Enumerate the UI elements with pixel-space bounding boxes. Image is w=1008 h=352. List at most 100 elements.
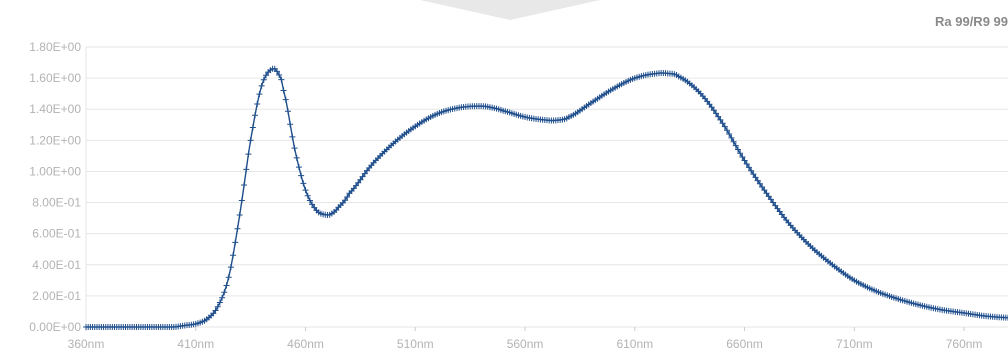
data-point-marker xyxy=(715,113,722,120)
data-point-marker xyxy=(306,197,313,204)
data-point-marker xyxy=(724,127,731,134)
data-point-marker xyxy=(260,76,267,83)
data-point-marker xyxy=(741,157,748,164)
x-tick-label: 410nm xyxy=(177,337,214,351)
data-point-marker xyxy=(743,161,750,168)
x-tick-label: 560nm xyxy=(507,337,544,351)
data-point-marker xyxy=(710,107,717,114)
data-point-marker xyxy=(212,307,219,314)
data-point-marker xyxy=(761,187,768,194)
data-point-marker xyxy=(721,123,728,130)
y-tick-label: 1.60E+00 xyxy=(29,71,81,85)
plot-area xyxy=(83,65,1008,330)
data-point-marker xyxy=(750,171,757,178)
data-point-marker xyxy=(767,196,774,203)
data-point-marker xyxy=(737,150,744,157)
data-point-marker xyxy=(234,225,241,232)
data-point-marker xyxy=(216,299,223,306)
data-point-marker xyxy=(359,173,366,180)
y-tick-label: 0.00E+00 xyxy=(29,320,81,334)
data-point-marker xyxy=(357,176,364,183)
data-point-marker xyxy=(734,146,741,153)
data-point-marker xyxy=(254,101,261,108)
data-point-marker xyxy=(344,194,351,201)
data-point-marker xyxy=(293,154,300,161)
x-tick-label: 660nm xyxy=(726,337,763,351)
x-tick-label: 760nm xyxy=(946,337,983,351)
data-point-marker xyxy=(280,87,287,94)
data-point-marker xyxy=(772,202,779,209)
data-point-marker xyxy=(243,166,250,173)
data-point-marker xyxy=(276,72,283,78)
data-point-marker xyxy=(754,177,761,184)
data-point-marker xyxy=(256,91,263,98)
x-tick-label: 460nm xyxy=(287,337,324,351)
x-tick-label: 710nm xyxy=(836,337,873,351)
data-point-marker xyxy=(221,289,228,296)
y-tick-label: 1.40E+00 xyxy=(29,102,81,116)
data-point-marker xyxy=(232,239,239,246)
data-point-marker xyxy=(295,164,302,171)
data-point-marker xyxy=(225,274,232,281)
top-wedge-decoration xyxy=(420,0,600,20)
data-point-marker xyxy=(258,82,265,89)
data-point-marker xyxy=(273,68,280,75)
data-point-marker xyxy=(219,294,226,301)
y-tick-label: 1.20E+00 xyxy=(29,133,81,147)
data-point-marker xyxy=(284,108,291,115)
quality-badge: Ra 99/R9 99 xyxy=(935,14,1008,29)
data-point-marker xyxy=(1005,314,1008,321)
data-point-marker xyxy=(732,142,739,149)
data-point-marker xyxy=(748,167,755,174)
data-point-marker xyxy=(759,183,766,190)
data-point-marker xyxy=(214,303,221,310)
data-point-marker xyxy=(287,121,294,128)
data-point-marker xyxy=(719,120,726,127)
data-point-marker xyxy=(241,182,248,189)
y-tick-label: 2.00E-01 xyxy=(32,289,81,303)
data-point-marker xyxy=(230,252,237,259)
data-point-marker xyxy=(770,199,777,206)
data-point-marker xyxy=(739,153,746,160)
data-point-marker xyxy=(745,164,752,171)
series-markers xyxy=(83,65,1008,330)
data-point-marker xyxy=(304,192,311,199)
x-tick-label: 610nm xyxy=(616,337,653,351)
y-tick-label: 1.00E+00 xyxy=(29,164,81,178)
data-point-marker xyxy=(249,124,256,131)
data-point-marker xyxy=(236,212,243,218)
data-point-marker xyxy=(713,110,720,117)
y-tick-label: 6.00E-01 xyxy=(32,227,81,241)
x-tick-label: 360nm xyxy=(68,337,105,351)
data-point-marker xyxy=(223,282,230,289)
x-axis-ticks: 360nm 410nm 460nm 510nm 560nm 610nm 660nm 710nm… xyxy=(68,337,983,351)
data-point-marker xyxy=(238,197,245,204)
data-point-marker xyxy=(728,134,735,141)
y-tick-label: 1.80E+00 xyxy=(29,40,81,54)
data-point-marker xyxy=(300,180,307,187)
data-point-marker xyxy=(263,72,270,79)
grid-lines xyxy=(85,46,1008,331)
y-tick-label: 4.00E-01 xyxy=(32,258,81,272)
data-point-marker xyxy=(245,151,252,158)
data-point-marker xyxy=(227,264,234,271)
x-tick-label: 510nm xyxy=(397,337,434,351)
data-point-marker xyxy=(730,138,737,145)
data-point-marker xyxy=(756,180,763,187)
data-point-marker xyxy=(342,197,349,204)
data-point-marker xyxy=(708,104,715,111)
data-point-marker xyxy=(282,96,289,103)
y-axis-ticks: 0.00E+00 2.00E-01 4.00E-01 6.00E-01 8.00E-01… xyxy=(29,40,81,334)
data-point-marker xyxy=(247,137,254,144)
data-point-marker xyxy=(717,116,724,123)
data-point-marker xyxy=(763,190,770,197)
data-point-marker xyxy=(302,187,309,194)
data-point-marker xyxy=(289,133,296,140)
data-point-marker xyxy=(765,193,772,200)
data-point-marker xyxy=(298,172,305,179)
data-point-marker xyxy=(752,174,759,181)
data-point-marker xyxy=(309,201,316,208)
data-point-marker xyxy=(291,145,298,152)
data-point-marker xyxy=(726,130,733,137)
data-point-marker xyxy=(355,179,362,186)
